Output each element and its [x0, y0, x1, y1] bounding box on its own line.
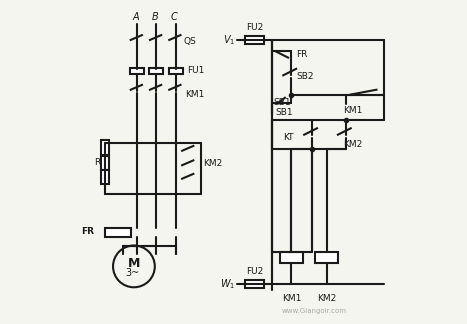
Text: M: M	[128, 257, 140, 270]
Text: KM2: KM2	[317, 294, 336, 303]
FancyBboxPatch shape	[105, 228, 131, 237]
Text: FR: FR	[296, 50, 307, 59]
FancyBboxPatch shape	[245, 36, 264, 44]
FancyBboxPatch shape	[101, 170, 108, 184]
Text: R: R	[94, 157, 100, 167]
Text: B: B	[151, 12, 158, 22]
Text: $W_1$: $W_1$	[220, 277, 235, 291]
Text: SB1: SB1	[274, 98, 291, 107]
Text: QS: QS	[184, 37, 197, 46]
FancyBboxPatch shape	[101, 156, 108, 170]
Text: 3~: 3~	[125, 268, 140, 278]
FancyBboxPatch shape	[149, 68, 163, 74]
Text: KT: KT	[283, 133, 294, 143]
FancyBboxPatch shape	[280, 252, 303, 263]
FancyBboxPatch shape	[130, 68, 144, 74]
FancyBboxPatch shape	[169, 68, 183, 74]
Text: C: C	[171, 12, 177, 22]
Text: KM1: KM1	[343, 106, 362, 115]
Text: SB1: SB1	[275, 108, 293, 117]
Text: KM1: KM1	[185, 90, 205, 99]
Text: $V_1$: $V_1$	[223, 33, 235, 47]
Text: FR: FR	[81, 226, 94, 236]
Text: SB2: SB2	[296, 72, 314, 81]
Text: A: A	[132, 12, 139, 22]
Text: KM2: KM2	[343, 140, 362, 149]
Text: KM1: KM1	[282, 294, 301, 303]
Text: FU2: FU2	[246, 23, 263, 32]
FancyBboxPatch shape	[315, 252, 338, 263]
FancyBboxPatch shape	[245, 280, 264, 288]
Text: KM2: KM2	[203, 159, 222, 168]
FancyBboxPatch shape	[101, 141, 108, 155]
Text: FU1: FU1	[187, 66, 204, 75]
Text: www.Giangoir.com: www.Giangoir.com	[281, 308, 347, 314]
Text: FU2: FU2	[246, 267, 263, 276]
